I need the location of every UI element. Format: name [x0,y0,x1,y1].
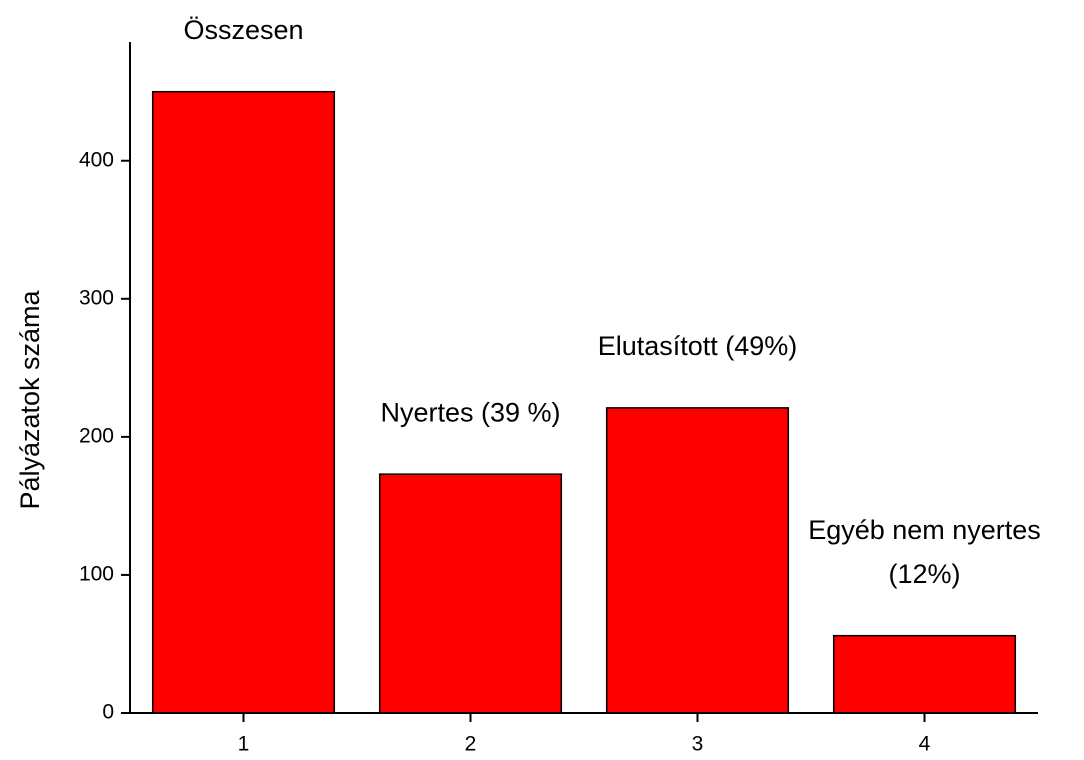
x-tick-label: 3 [692,733,704,756]
y-tick-label: 400 [79,148,114,171]
annotation: Összesen [183,15,303,45]
y-tick-label: 100 [79,562,114,585]
annotation: Elutasított (49%) [598,331,798,361]
bar [151,90,336,714]
y-tick-label: 200 [79,424,114,447]
y-axis-title: Pályázatok száma [15,289,45,509]
annotation: Nyertes (39 %) [380,397,560,427]
annotation: Egyéb nem nyertes [808,515,1041,545]
annotation: (12%) [888,559,960,589]
bar [378,473,563,714]
x-tick-label: 2 [465,733,477,756]
x-tick-label: 1 [238,733,250,756]
y-tick-label: 300 [79,286,114,309]
bar [605,407,790,714]
x-tick-label: 4 [919,733,931,756]
y-tick-label: 0 [102,701,114,724]
bar [832,634,1017,714]
